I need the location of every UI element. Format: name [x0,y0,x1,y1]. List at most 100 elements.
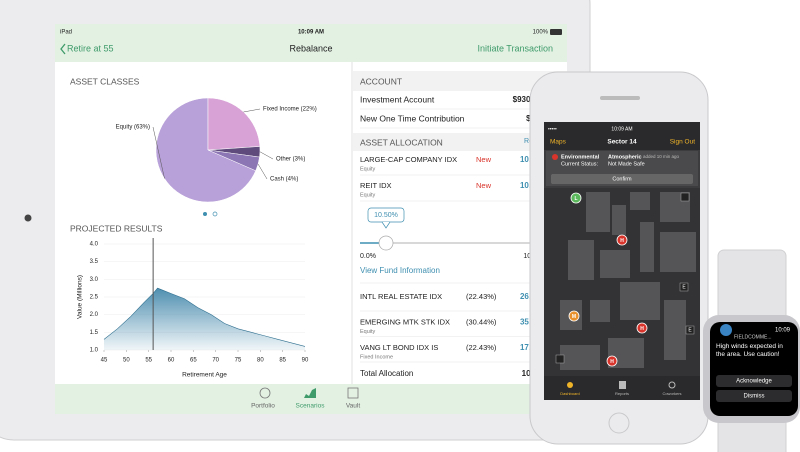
watch-actions: Acknowledge Dismiss [716,375,792,402]
total-label: Total Allocation [360,369,413,378]
y-tick-label: 3.0 [90,277,99,283]
map-marker-label[interactable]: L [574,196,577,202]
tab-icon[interactable] [668,381,676,389]
alert-status-label: Current Status: [561,161,598,167]
watch-button[interactable] [716,390,792,402]
status-carrier: iPad [60,30,72,36]
chart-title: ASSET CLASSES [70,76,140,86]
map-marker[interactable] [606,355,618,367]
tab-icon[interactable] [347,387,359,399]
iphone-navbar [544,122,700,150]
nav-action[interactable]: Initiate Transaction [477,43,553,53]
alert-time: added 10 min ago [643,154,680,159]
x-tick-label: 45 [101,358,108,364]
nav-back[interactable]: Retire at 55 [67,43,114,53]
slider-bubble-label: 10.50% [374,212,398,219]
x-tick-label: 70 [212,358,219,364]
slider-knob[interactable] [378,235,394,251]
watch-button[interactable] [716,375,792,387]
ipad: iPad 10:09 AM 100% Retire at 55 Rebalanc… [0,0,591,441]
ipad-content: Equity (63%) Fixed Income (22%) Other (3%)… [77,94,567,410]
tab-label[interactable]: Reports [615,391,629,396]
leader-line [243,108,261,113]
map-marker-label[interactable]: H [620,238,624,244]
confirm-button[interactable] [551,174,693,184]
map-tag [685,325,695,335]
y-tick-label: 3.5 [90,259,99,265]
back-chevron[interactable] [60,43,66,55]
tab-label[interactable]: Portfolio [251,403,275,410]
status-signal: ••••• [548,126,557,132]
leader-line [259,151,274,160]
map-marker[interactable] [568,310,580,322]
bubble-tail [381,221,391,229]
alert-type: Environmental [561,154,600,160]
status-time: 10:09 AM [298,30,324,36]
confirm-label[interactable]: Confirm [612,176,632,182]
chart-title: PROJECTED RESULTS [70,223,163,233]
x-tick-label: 65 [190,358,197,364]
tab-icon[interactable] [567,382,573,388]
watch-button-label[interactable]: Acknowledge [736,379,772,385]
ipad-tabbar [55,384,567,414]
map-marker-label[interactable]: H [610,359,614,365]
status-time: 10:09 AM [611,126,632,132]
slider-min: 0.0% [360,253,376,260]
watch-message: High winds expected in the area. Use cau… [716,343,783,358]
total-value: 100 [522,369,536,378]
tab-icon[interactable] [619,381,626,389]
watch-button-label[interactable]: Dismiss [744,394,765,400]
iphone-content: L H M H H E E Dashboard Reports Coworkers [560,192,695,396]
nav-action[interactable]: Sign Out [670,139,695,146]
page-dot[interactable] [203,212,207,216]
section-heading: ASSET ALLOCATION [360,137,443,147]
x-tick-label: 90 [302,358,309,364]
holding-percent: (22.43%) [466,343,497,352]
map-zoom[interactable] [680,192,690,202]
holding-name: INTL REAL ESTATE IDX [360,292,442,301]
tab-icon[interactable] [259,387,271,399]
map-marker-label[interactable]: M [572,314,576,320]
map-tag [679,282,689,292]
ipad-navbar [55,24,567,62]
x-tick-label: 85 [279,358,286,364]
y-tick-label: 1.0 [90,348,99,354]
x-tick-label: 55 [145,358,152,364]
slice-label: Cash (4%) [270,177,298,183]
map-marker[interactable] [570,192,582,204]
tab-label[interactable]: Dashboard [560,391,580,396]
app-icon [720,324,732,336]
speaker [600,96,640,100]
x-tick-label: 50 [123,358,130,364]
map-zoom[interactable] [555,354,565,364]
page-dot[interactable] [212,211,218,217]
fund-name: REIT IDX [360,181,392,190]
tab-label[interactable]: Coworkers [662,391,681,396]
tab-label[interactable]: Scenarios [296,403,326,410]
y-tick-label: 1.5 [90,330,99,336]
fund-badge: New [476,181,492,190]
map-marker[interactable] [616,234,628,246]
area [104,288,305,350]
holding-category: Fixed Income [360,354,393,360]
home-button[interactable] [608,412,630,434]
ipad-camera [24,214,32,222]
tab-label[interactable]: Vault [346,403,361,410]
map-marker-label[interactable]: H [640,326,644,332]
alert-subtype: Atmospheric [608,154,642,160]
fund-name: LARGE-CAP COMPANY IDX [360,155,457,164]
account-label: New One Time Contribution [360,113,465,123]
section-bg [353,71,567,91]
y-tick-label: 2.0 [90,312,99,318]
map-buildings [560,192,696,370]
tab-icon[interactable] [304,388,316,398]
section-heading: ACCOUNT [360,76,402,86]
slider-max: 100 [523,253,535,260]
slice-label: Other (3%) [276,157,305,163]
fund-info-link[interactable]: View Fund Information [360,266,440,275]
map-marker[interactable] [636,322,648,334]
x-tick-label: 80 [257,358,264,364]
nav-back[interactable]: Maps [550,139,567,146]
alert-icon [552,154,558,160]
